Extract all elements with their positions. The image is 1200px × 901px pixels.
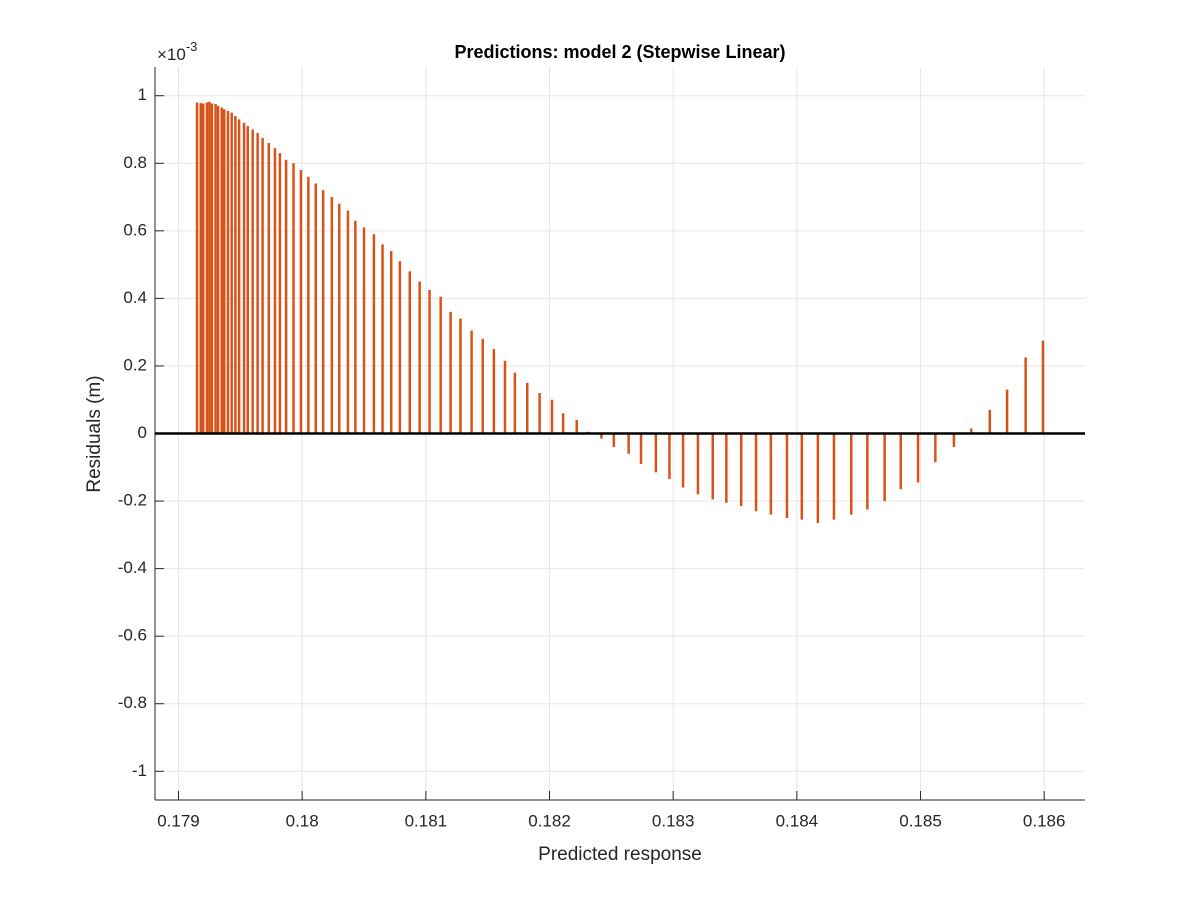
- y-tick-label: 0: [138, 423, 147, 442]
- x-tick-label: 0.185: [899, 811, 942, 830]
- y-tick-label: -0.6: [118, 626, 147, 645]
- y-tick-label: 0.8: [123, 153, 147, 172]
- y-tick-label: -0.8: [118, 693, 147, 712]
- x-tick-label: 0.184: [776, 811, 819, 830]
- x-tick-label: 0.181: [405, 811, 448, 830]
- y-tick-label: 1: [138, 85, 147, 104]
- y-tick-label: -1: [132, 761, 147, 780]
- chart-title: Predictions: model 2 (Stepwise Linear): [454, 42, 785, 62]
- x-tick-label: 0.186: [1023, 811, 1066, 830]
- x-tick-label: 0.179: [157, 811, 200, 830]
- y-tick-label: 0.2: [123, 355, 147, 374]
- y-multiplier-exponent: -3: [186, 39, 198, 54]
- y-tick-label: 0.6: [123, 220, 147, 239]
- x-tick-label: 0.182: [528, 811, 571, 830]
- y-multiplier-base: ×10: [157, 45, 186, 64]
- x-axis-label: Predicted response: [538, 844, 702, 865]
- x-tick-label: 0.18: [286, 811, 319, 830]
- y-multiplier: ×10-3: [157, 39, 197, 64]
- y-axis-label: Residuals (m): [84, 375, 105, 492]
- y-tick-label: -0.4: [118, 558, 147, 577]
- y-tick-label: 0.4: [123, 288, 147, 307]
- x-tick-label: 0.183: [652, 811, 695, 830]
- y-tick-label: -0.2: [118, 491, 147, 510]
